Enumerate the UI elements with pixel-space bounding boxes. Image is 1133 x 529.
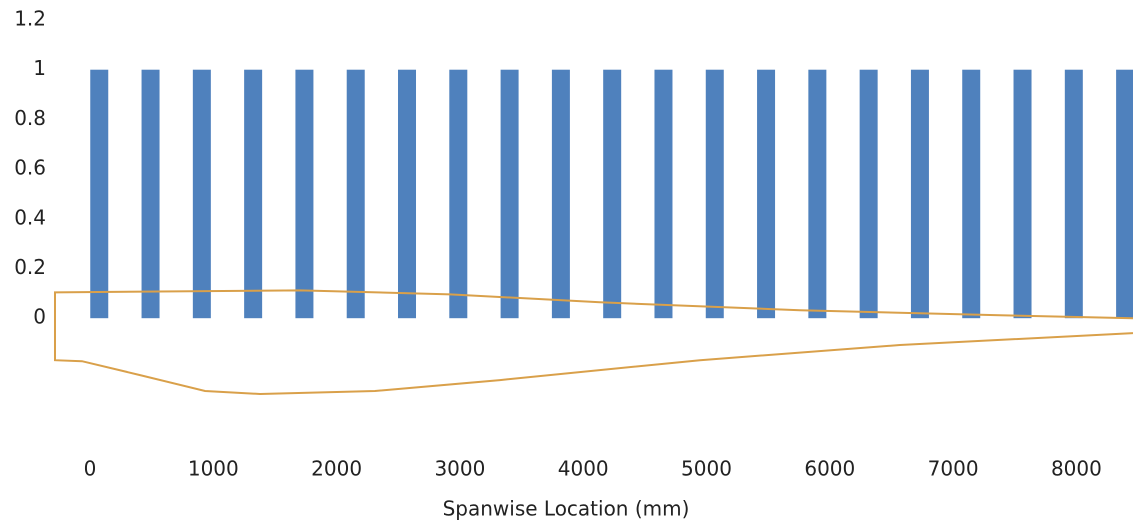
y-tick-label: 1.2	[14, 7, 46, 31]
x-tick-label: 8000	[1051, 457, 1102, 481]
x-tick-label: 4000	[558, 457, 609, 481]
y-tick-label: 0.8	[14, 106, 46, 130]
bar	[808, 69, 827, 319]
line	[53, 289, 1133, 395]
x-axis-title: Spanwise Location (mm)	[443, 497, 690, 521]
bar	[1013, 69, 1032, 319]
y-tick-label: 0.2	[14, 255, 46, 279]
bar	[859, 69, 878, 319]
bar	[705, 69, 724, 319]
y-tick-label: 0.4	[14, 205, 46, 229]
y-tick-label: 0.6	[14, 156, 46, 180]
bar	[757, 69, 776, 319]
bar	[910, 69, 929, 319]
bar	[449, 69, 468, 319]
y-tick-label: 1	[33, 56, 46, 80]
bar	[1116, 69, 1133, 319]
x-tick-label: 3000	[434, 457, 485, 481]
y-tick-label: 0	[33, 305, 46, 329]
bar	[192, 69, 211, 319]
x-tick-label: 7000	[928, 457, 979, 481]
x-tick-label: 6000	[804, 457, 855, 481]
bar	[654, 69, 673, 319]
bar	[500, 69, 519, 319]
bar	[962, 69, 981, 319]
bar	[603, 69, 622, 319]
bar	[398, 69, 417, 319]
x-tick-label: 0	[84, 457, 97, 481]
x-tick-label: 5000	[681, 457, 732, 481]
bar	[346, 69, 365, 319]
bar	[295, 69, 314, 319]
bar	[90, 69, 109, 319]
bar	[141, 69, 160, 319]
bar	[244, 69, 263, 319]
bar	[1064, 69, 1083, 319]
bar	[551, 69, 570, 319]
x-tick-label: 2000	[311, 457, 362, 481]
x-tick-label: 1000	[188, 457, 239, 481]
